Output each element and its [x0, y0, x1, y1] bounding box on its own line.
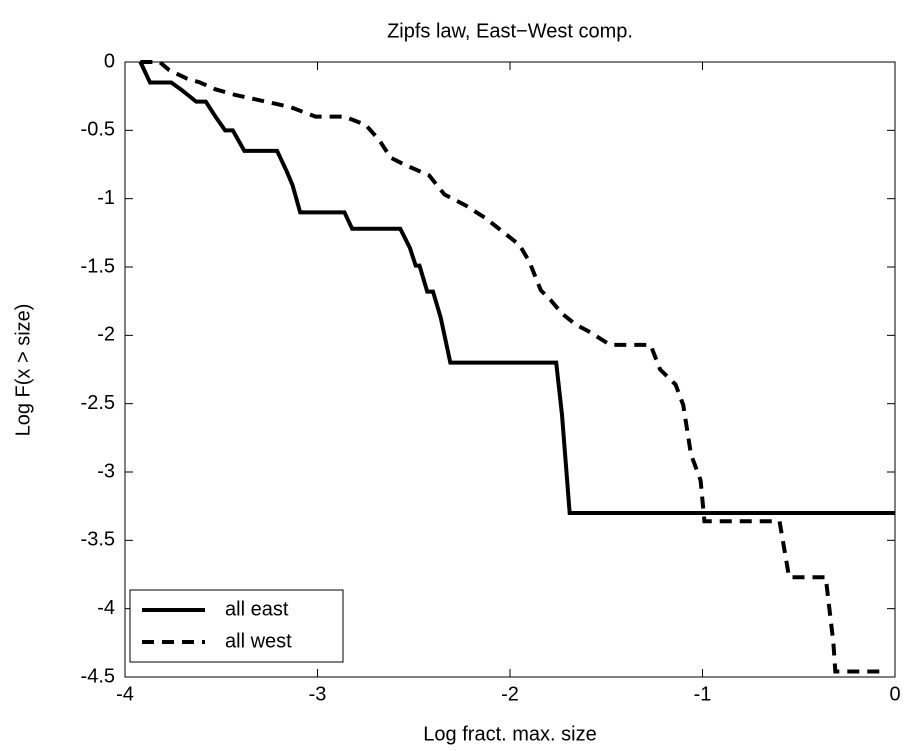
y-tick-label: -1.5 — [81, 255, 115, 277]
x-tick-label: -1 — [694, 683, 712, 705]
plot-frame — [124, 61, 896, 678]
series-line — [140, 60, 888, 674]
legend-label: all west — [225, 630, 292, 652]
legend-label: all east — [225, 598, 289, 620]
y-tick-label: -2 — [97, 324, 115, 346]
chart-title: Zipfs law, East−West comp. — [387, 20, 633, 42]
y-tick-label: -4.5 — [81, 665, 115, 687]
x-tick-label: -2 — [501, 683, 519, 705]
y-tick-label: -2.5 — [81, 392, 115, 414]
y-tick-label: 0 — [104, 50, 115, 72]
series-line — [138, 61, 895, 515]
y-tick-label: -3 — [97, 460, 115, 482]
y-tick-label: -3.5 — [81, 529, 115, 551]
x-axis-label: Log fract. max. size — [423, 723, 596, 745]
legend-box — [129, 589, 344, 663]
x-tick-label: -3 — [309, 683, 327, 705]
y-tick-label: -0.5 — [81, 119, 115, 141]
x-tick-label: 0 — [889, 683, 900, 705]
y-tick-label: -4 — [97, 597, 115, 619]
y-axis-label: Log F(x > size) — [12, 304, 34, 437]
y-tick-label: -1 — [97, 187, 115, 209]
x-tick-label: -4 — [116, 683, 134, 705]
